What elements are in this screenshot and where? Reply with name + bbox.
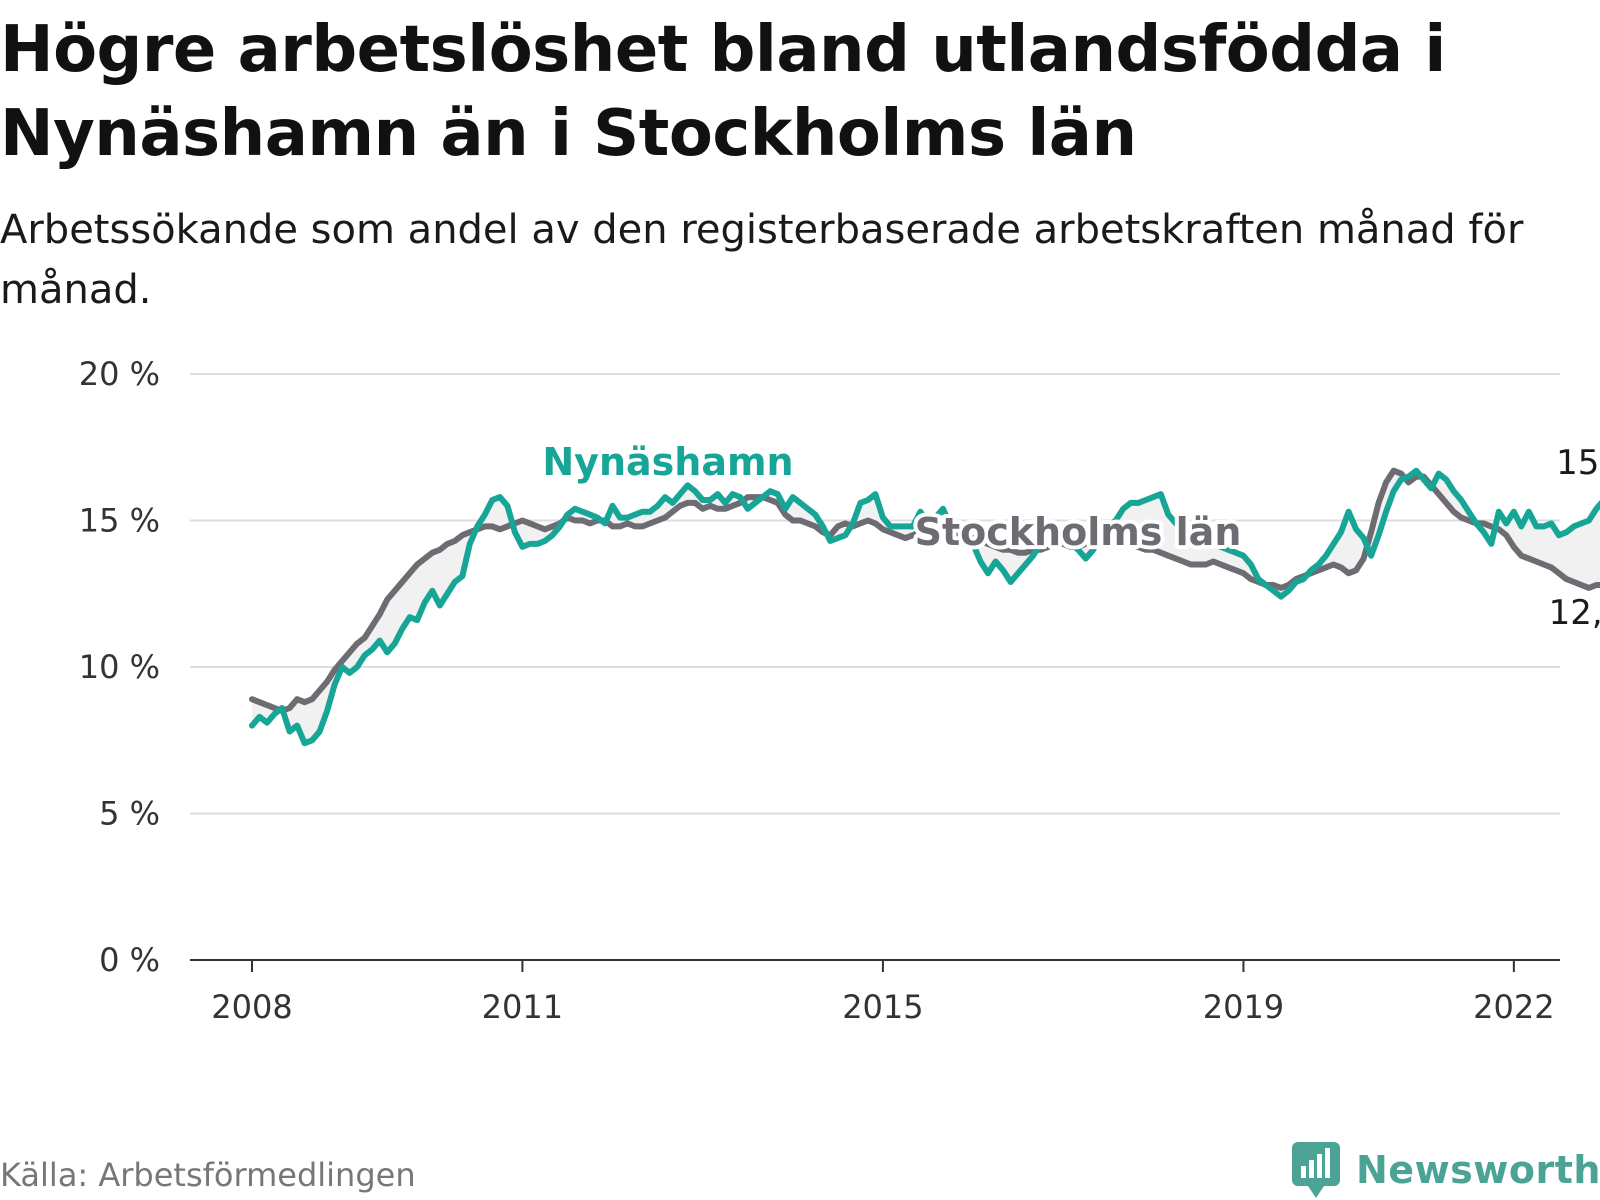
x-tick-label: 2008 — [211, 988, 292, 1026]
chart-subtitle: Arbetssökande som andel av den registerb… — [0, 207, 1524, 313]
end-label-stockholms-lan: 12,9 % — [1549, 593, 1600, 633]
source-note: Källa: Arbetsförmedlingen — [0, 1156, 416, 1194]
y-tick-label: 5 % — [99, 795, 160, 833]
newsworthy-logo-icon — [1292, 1142, 1340, 1198]
end-label-nynashamn: 15,9 % — [1556, 443, 1600, 483]
series-label-nynashamn: Nynäshamn — [542, 440, 793, 484]
brand-name: Newsworthy — [1356, 1148, 1600, 1192]
y-tick-label: 10 % — [79, 648, 160, 686]
x-tick-label: 2011 — [482, 988, 563, 1026]
chart-title: Högre arbetslöshet bland utlandsfödda i … — [0, 13, 1446, 171]
y-tick-label: 20 % — [79, 355, 160, 393]
x-tick-label: 2015 — [842, 988, 923, 1026]
axes: 0 % 5 % 10 % 15 % 20 % 2008 2011 2015 2019 2022 — [79, 355, 1560, 1026]
x-tick-label: 2022 — [1473, 988, 1554, 1026]
series-line-stockholms-lan — [249, 467, 1600, 714]
x-tick-label: 2019 — [1203, 988, 1284, 1026]
series-label-stockholms-lan: Stockholms län — [915, 510, 1242, 554]
series-lines — [249, 467, 1600, 747]
y-tick-label: 15 % — [79, 502, 160, 540]
y-tick-label: 0 % — [99, 941, 160, 979]
series-line-nynashamn — [249, 467, 1600, 747]
line-chart: 0 % 5 % 10 % 15 % 20 % 2008 2011 2015 2019 2022 1… — [79, 355, 1600, 1026]
annotations: 15,9 % 12,9 % Nynäshamn Stockholms län — [538, 436, 1600, 633]
brand-logo[interactable]: Newsworthy — [1290, 1140, 1600, 1200]
